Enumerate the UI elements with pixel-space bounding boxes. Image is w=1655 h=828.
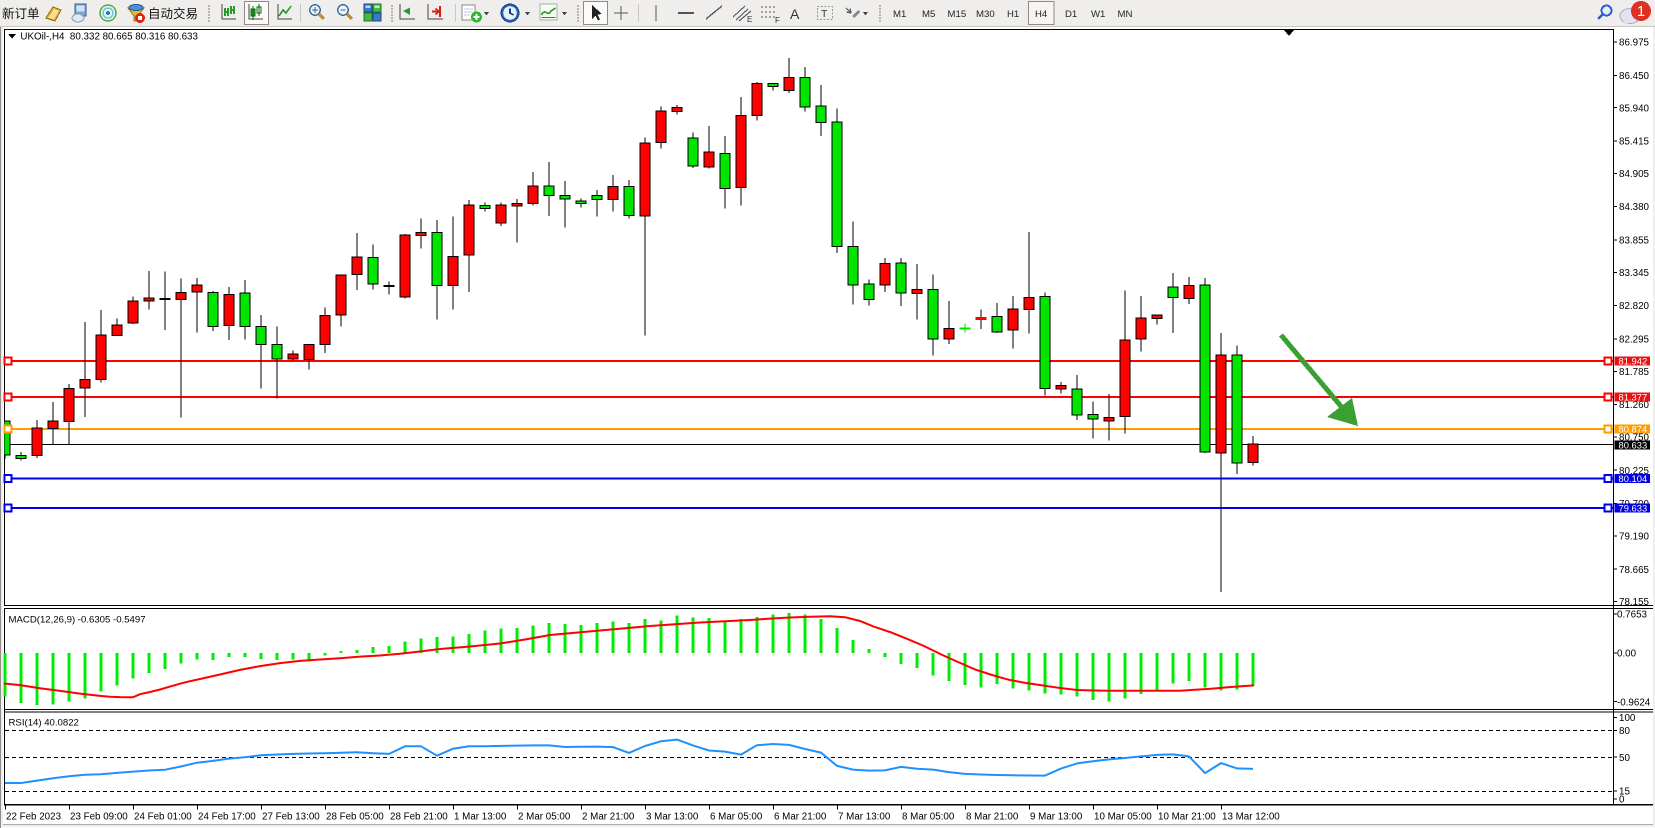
svg-text:MN: MN	[1118, 9, 1133, 20]
svg-text:9 Mar 13:00: 9 Mar 13:00	[1030, 811, 1083, 822]
svg-text:1 Mar 13:00: 1 Mar 13:00	[454, 811, 507, 822]
svg-text:28 Feb 05:00: 28 Feb 05:00	[326, 811, 384, 822]
svg-text:50: 50	[1619, 753, 1630, 764]
svg-text:8 Mar 21:00: 8 Mar 21:00	[966, 811, 1019, 822]
svg-text:27 Feb 13:00: 27 Feb 13:00	[262, 811, 320, 822]
svg-text:新订单: 新订单	[2, 6, 40, 21]
svg-text:79.633: 79.633	[1619, 502, 1648, 513]
svg-text:0.00: 0.00	[1617, 649, 1637, 660]
svg-text:13 Mar 12:00: 13 Mar 12:00	[1222, 811, 1280, 822]
svg-text:MACD(12,26,9) -0.6305 -0.5497: MACD(12,26,9) -0.6305 -0.5497	[9, 615, 146, 626]
svg-text:M30: M30	[976, 9, 995, 20]
svg-text:85.415: 85.415	[1619, 137, 1650, 148]
svg-text:23 Feb 09:00: 23 Feb 09:00	[70, 811, 128, 822]
svg-text:78.665: 78.665	[1619, 565, 1650, 576]
svg-text:100: 100	[1619, 713, 1636, 724]
svg-text:86.975: 86.975	[1619, 38, 1650, 49]
svg-text:RSI(14) 40.0822: RSI(14) 40.0822	[9, 718, 79, 729]
svg-text:82.820: 82.820	[1619, 301, 1650, 312]
svg-text:2 Mar 05:00: 2 Mar 05:00	[518, 811, 571, 822]
svg-text:15: 15	[1619, 787, 1630, 798]
svg-text:86.450: 86.450	[1619, 71, 1650, 82]
svg-text:0: 0	[1619, 794, 1625, 805]
svg-text:24 Feb 17:00: 24 Feb 17:00	[198, 811, 256, 822]
svg-text:7 Mar 13:00: 7 Mar 13:00	[838, 811, 891, 822]
svg-text:H1: H1	[1007, 9, 1019, 20]
svg-text:8 Mar 05:00: 8 Mar 05:00	[902, 811, 955, 822]
svg-text:80.225: 80.225	[1619, 466, 1650, 477]
svg-text:2 Mar 21:00: 2 Mar 21:00	[582, 811, 635, 822]
svg-text:28 Feb 21:00: 28 Feb 21:00	[390, 811, 448, 822]
svg-text:83.345: 83.345	[1619, 268, 1650, 279]
svg-text:84.380: 84.380	[1619, 202, 1650, 213]
svg-text:D1: D1	[1065, 9, 1077, 20]
svg-text:78.155: 78.155	[1619, 597, 1650, 608]
svg-text:A: A	[790, 6, 800, 22]
svg-text:82.295: 82.295	[1619, 335, 1650, 346]
svg-text:81.785: 81.785	[1619, 367, 1650, 378]
svg-text:83.855: 83.855	[1619, 236, 1650, 247]
svg-text:6 Mar 05:00: 6 Mar 05:00	[710, 811, 763, 822]
svg-text:81.260: 81.260	[1619, 400, 1650, 411]
svg-text:80: 80	[1619, 726, 1630, 737]
svg-text:3 Mar 13:00: 3 Mar 13:00	[646, 811, 699, 822]
svg-text:80.874: 80.874	[1619, 423, 1648, 434]
svg-text:UKOil-,H4 80.332 80.665 80.31: UKOil-,H4 80.332 80.665 80.316 80.633	[20, 32, 198, 43]
svg-text:22 Feb 2023: 22 Feb 2023	[6, 811, 62, 822]
svg-text:E: E	[747, 15, 752, 24]
svg-text:10 Mar 05:00: 10 Mar 05:00	[1094, 811, 1152, 822]
svg-text:W1: W1	[1091, 9, 1105, 20]
svg-text:M15: M15	[948, 9, 967, 20]
svg-text:80.750: 80.750	[1619, 433, 1650, 444]
svg-text:84.905: 84.905	[1619, 169, 1650, 180]
svg-text:24 Feb 01:00: 24 Feb 01:00	[134, 811, 192, 822]
svg-text:81.377: 81.377	[1619, 391, 1648, 402]
svg-text:1: 1	[1637, 4, 1645, 20]
svg-text:80.104: 80.104	[1619, 473, 1648, 484]
svg-text:10 Mar 21:00: 10 Mar 21:00	[1158, 811, 1216, 822]
svg-text:M5: M5	[922, 9, 935, 20]
svg-text:H4: H4	[1035, 9, 1048, 20]
svg-text:F: F	[775, 16, 780, 25]
svg-text:自动交易: 自动交易	[148, 6, 198, 21]
svg-text:-0.9624: -0.9624	[1617, 697, 1651, 708]
svg-text:0.7653: 0.7653	[1617, 610, 1648, 621]
svg-text:M1: M1	[893, 9, 906, 20]
svg-text:6 Mar 21:00: 6 Mar 21:00	[774, 811, 827, 822]
svg-text:T: T	[821, 8, 828, 20]
svg-text:79.190: 79.190	[1619, 532, 1650, 543]
svg-text:85.940: 85.940	[1619, 103, 1650, 114]
svg-text:81.942: 81.942	[1619, 355, 1648, 366]
svg-text:80.633: 80.633	[1619, 439, 1648, 450]
